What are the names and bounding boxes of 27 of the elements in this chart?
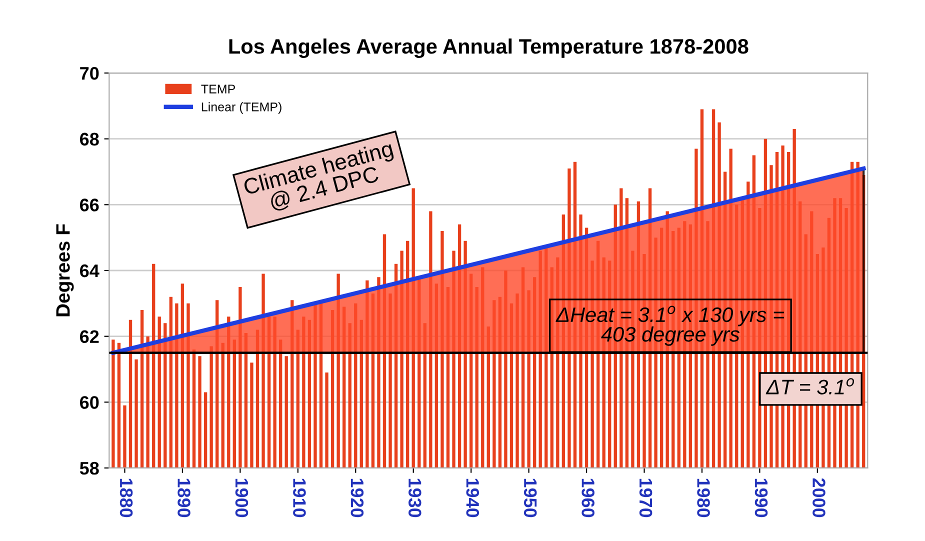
y-tick-label: 68 [80,132,99,146]
legend-label: Linear (TEMP) [202,102,282,114]
y-tick-label: 66 [80,198,99,212]
x-tick-label: 1940 [466,478,480,518]
legend-label: TEMP [201,84,235,94]
x-tick-label: 1910 [293,478,306,518]
y-tick-label: 64 [80,264,100,278]
x-tick-label: 1960 [582,478,594,518]
x-tick-label: 1980 [697,478,710,518]
x-tick-label: 1930 [408,478,422,518]
x-tick-label: 1920 [350,478,364,518]
x-tick-label: 1950 [524,478,537,518]
chart-title: Los Angeles Average Annual Temperature 1878-2008 [229,38,748,58]
x-tick-label: 1990 [754,478,768,518]
y-tick-label: 60 [80,396,99,409]
x-tick-label: 1880 [120,478,133,518]
annotation: ΔHeat = 3.1$^{o}$ x 130 yrs = 403 degree yrs [556,306,784,346]
x-tick-label: 1900 [235,478,248,518]
y-axis-title: Degrees F [56,224,74,316]
y-tick-label: 58 [80,462,99,475]
annotation: ΔT = 3.1$^{o}$ [766,378,854,394]
annotation: Climate heating @ 2.4 DPC [242,140,395,212]
x-tick-label: 1890 [178,478,190,518]
y-tick-label: 62 [80,330,99,344]
y-tick-label: 70 [80,66,99,80]
x-tick-label: 1970 [639,478,652,518]
x-tick-label: 2000 [812,478,826,518]
